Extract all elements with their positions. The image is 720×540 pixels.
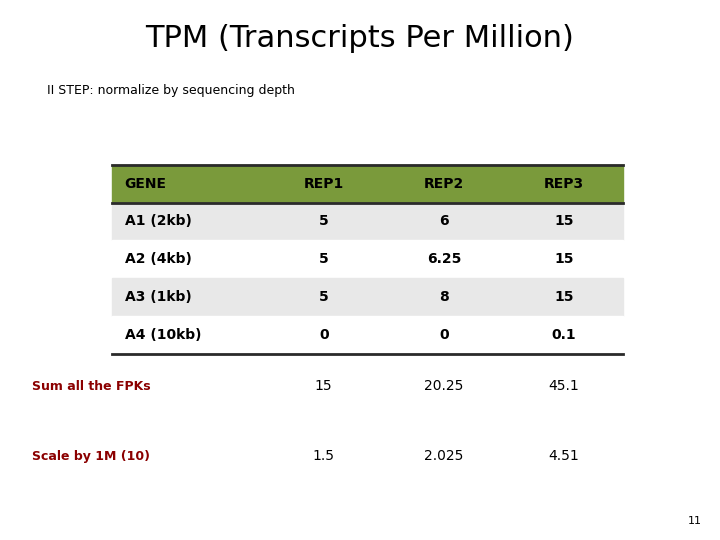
- Text: 6: 6: [439, 214, 449, 228]
- Bar: [112, 165, 265, 202]
- Text: 45.1: 45.1: [549, 379, 580, 393]
- Text: 4.51: 4.51: [549, 449, 580, 463]
- Text: 5: 5: [319, 214, 328, 228]
- Text: II STEP: normalize by sequencing depth: II STEP: normalize by sequencing depth: [47, 84, 294, 97]
- Text: REP1: REP1: [304, 177, 344, 191]
- Text: 15: 15: [554, 214, 574, 228]
- Bar: [265, 165, 382, 202]
- Bar: [112, 316, 623, 354]
- Text: REP3: REP3: [544, 177, 584, 191]
- Text: 15: 15: [554, 290, 574, 304]
- Bar: [505, 165, 623, 202]
- Text: 15: 15: [554, 252, 574, 266]
- Text: 0.1: 0.1: [552, 328, 576, 342]
- Text: GENE: GENE: [125, 177, 166, 191]
- Text: 2.025: 2.025: [424, 449, 464, 463]
- Text: A1 (2kb): A1 (2kb): [125, 214, 192, 228]
- Text: Scale by 1M (10): Scale by 1M (10): [32, 450, 150, 463]
- Text: 5: 5: [319, 252, 328, 266]
- Bar: [112, 240, 623, 278]
- Text: TPM (Transcripts Per Million): TPM (Transcripts Per Million): [145, 24, 575, 53]
- Text: A4 (10kb): A4 (10kb): [125, 328, 201, 342]
- Text: 20.25: 20.25: [424, 379, 464, 393]
- Bar: [112, 202, 623, 240]
- Text: 15: 15: [315, 379, 333, 393]
- Bar: [382, 165, 505, 202]
- Text: 11: 11: [688, 516, 702, 526]
- Text: REP2: REP2: [424, 177, 464, 191]
- Text: A2 (4kb): A2 (4kb): [125, 252, 192, 266]
- Text: Sum all the FPKs: Sum all the FPKs: [32, 380, 151, 393]
- Text: 5: 5: [319, 290, 328, 304]
- Bar: [112, 278, 623, 316]
- Text: 0: 0: [319, 328, 328, 342]
- Text: A3 (1kb): A3 (1kb): [125, 290, 192, 304]
- Text: 8: 8: [439, 290, 449, 304]
- Text: 1.5: 1.5: [312, 449, 335, 463]
- Text: 0: 0: [439, 328, 449, 342]
- Text: 6.25: 6.25: [427, 252, 461, 266]
